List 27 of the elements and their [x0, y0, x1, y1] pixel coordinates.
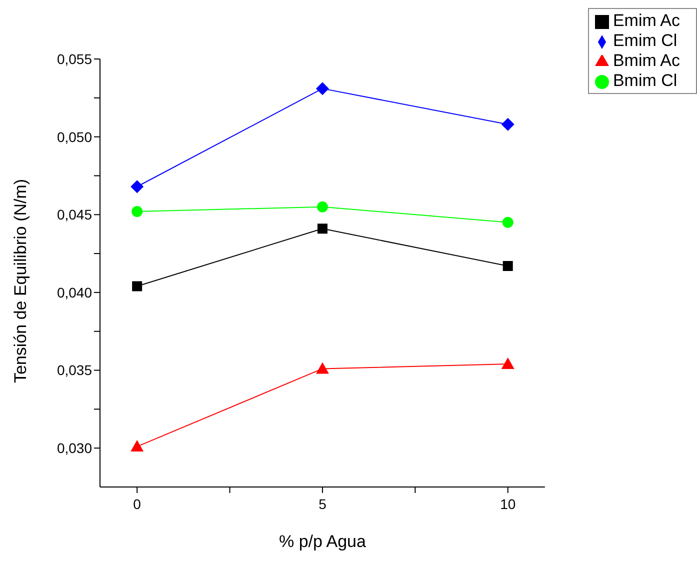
y-tick-label: 0,050 — [56, 128, 92, 145]
point — [502, 260, 513, 271]
point — [130, 180, 144, 194]
x-tick-label: 5 — [318, 496, 327, 512]
legend-label: Bmim Cl — [612, 71, 678, 90]
point — [316, 201, 328, 212]
y-axis-title: Tensión de Equilibrio (N/m) — [11, 178, 30, 383]
point — [132, 206, 143, 218]
y-tick-label: 0,030 — [56, 440, 92, 456]
y-tick-label: 0,035 — [56, 362, 92, 378]
y-tick-label: 0,055 — [56, 50, 92, 67]
legend-label: Emim Cl — [612, 31, 678, 50]
legend-label: Bmim Ac — [612, 51, 680, 70]
x-tick-label: 10 — [500, 496, 516, 512]
point — [501, 358, 514, 370]
point — [502, 216, 514, 228]
y-tick-label: 0,040 — [56, 284, 92, 300]
point — [130, 440, 144, 452]
point — [316, 82, 329, 96]
x-axis-title: % p/p Agua — [278, 532, 366, 551]
point — [317, 224, 328, 234]
point — [501, 118, 514, 131]
y-tick-label: 0,045 — [56, 206, 92, 223]
point — [316, 362, 329, 374]
point — [132, 281, 142, 292]
legend-label: Emim Ac — [612, 11, 680, 30]
x-tick-label: 0 — [133, 496, 142, 512]
